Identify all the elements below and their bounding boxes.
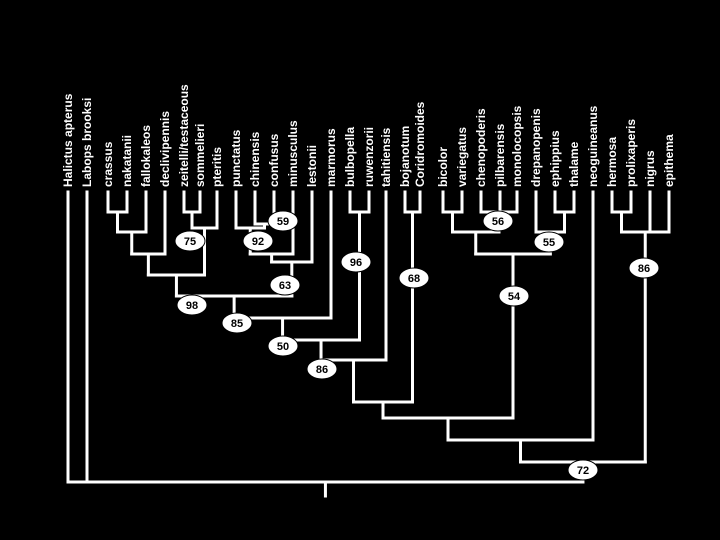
- taxon-label: lestonii: [305, 144, 319, 187]
- taxon-label: confusus: [267, 133, 281, 187]
- support-label: 54: [508, 291, 521, 303]
- taxon-label: sommelieri: [193, 123, 207, 187]
- support-label: 75: [184, 236, 196, 248]
- support-label: 68: [408, 273, 420, 285]
- taxon-label: pilbarensis: [493, 123, 507, 187]
- taxon-label: nakatanii: [120, 134, 134, 187]
- taxon-label: crassus: [101, 141, 115, 187]
- support-label: 86: [316, 364, 328, 376]
- taxon-label: pteritis: [210, 146, 224, 187]
- support-value-c_59: 59: [267, 210, 299, 232]
- support-label: 72: [577, 465, 589, 477]
- support-value-c_56: 56: [482, 210, 514, 232]
- taxon-label: nigrus: [643, 150, 657, 187]
- support-label: 92: [252, 236, 264, 248]
- taxon-label: Halictus apterus: [61, 93, 75, 187]
- support-value-c_63: 63: [269, 274, 301, 296]
- taxon-label: marmorus: [324, 128, 338, 187]
- taxon-label: ephippius: [548, 130, 562, 187]
- taxon-label: prolixaperis: [624, 118, 638, 187]
- support-label: 98: [186, 300, 198, 312]
- support-value-c_75: 75: [174, 230, 206, 252]
- taxon-label: bojanotum: [398, 125, 412, 187]
- support-value-c_55: 55: [533, 231, 565, 253]
- taxon-label: bulbopella: [343, 127, 357, 187]
- taxon-label: hermosa: [605, 136, 619, 187]
- taxon-label: tahitiensis: [379, 127, 393, 187]
- support-label: 59: [277, 216, 289, 228]
- support-value-c_68: 68: [398, 267, 430, 289]
- support-value-c_85: 85: [221, 312, 253, 334]
- taxon-label: epithema: [662, 134, 676, 187]
- support-value-c_96: 96: [340, 251, 372, 273]
- taxon-label: ruwenzorii: [362, 126, 376, 187]
- taxon-label: chenopoderis: [474, 108, 488, 187]
- taxon-label: thalame: [567, 141, 581, 187]
- taxon-label: punctatus: [229, 129, 243, 187]
- taxon-label: chinensis: [248, 131, 262, 187]
- support-label: 86: [638, 263, 650, 275]
- support-label: 50: [277, 341, 289, 353]
- taxon-label: monolocopsis: [510, 105, 524, 187]
- taxon-label: Coridromoides: [413, 101, 427, 187]
- support-label: 63: [279, 280, 291, 292]
- taxon-label: neoguineanus: [586, 105, 600, 187]
- support-label: 55: [543, 237, 555, 249]
- taxon-label: minusculus: [286, 120, 300, 187]
- taxon-label: variegatus: [455, 126, 469, 187]
- taxon-label: declivipennis: [158, 110, 172, 187]
- taxon-label: bicolor: [436, 146, 450, 187]
- support-label: 56: [492, 216, 504, 228]
- taxon-label: zeitelli/testaceous: [177, 84, 191, 187]
- support-value-c_72: 72: [567, 459, 599, 481]
- taxon-label: drepanopenis: [529, 108, 543, 187]
- support-label: 85: [231, 318, 243, 330]
- support-value-c_92: 92: [242, 230, 274, 252]
- support-label: 96: [350, 257, 362, 269]
- support-value-c_54: 54: [498, 285, 530, 307]
- support-value-c_98: 98: [176, 294, 208, 316]
- support-value-c_50: 50: [267, 335, 299, 357]
- support-value-c_86a: 86: [306, 358, 338, 380]
- support-value-c_86b: 86: [628, 257, 660, 279]
- taxon-label: Labops brooksi: [80, 97, 94, 187]
- taxon-label: fallokaleos: [139, 124, 153, 187]
